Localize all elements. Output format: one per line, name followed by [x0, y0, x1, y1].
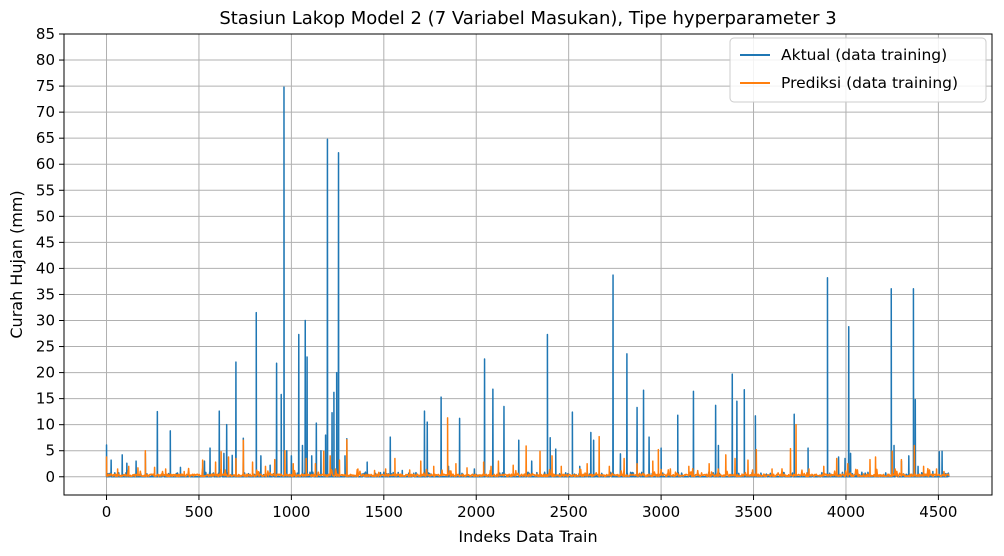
plot-frame [63, 33, 993, 496]
series-layer [105, 86, 950, 478]
y-tick-label: 25 [36, 338, 55, 356]
y-tick-label: 70 [36, 103, 55, 121]
y-tick-label: 20 [36, 364, 55, 382]
x-tick-label: 4000 [827, 503, 865, 521]
y-tick-label: 60 [36, 155, 55, 173]
x-tick-label: 500 [185, 503, 214, 521]
ticks: 0 500 1000 1500 2000 2500 3000 3500 4000 4500 0 5 10… [36, 25, 958, 521]
chart-title: Stasiun Lakop Model 2 (7 Variabel Masuka… [219, 8, 836, 29]
x-tick-label: 2000 [457, 503, 495, 521]
y-tick-label: 50 [36, 207, 55, 225]
y-tick-label: 35 [36, 285, 55, 303]
y-tick-label: 5 [45, 442, 55, 460]
x-tick-label: 1500 [365, 503, 403, 521]
series-line-aktual [105, 86, 950, 478]
y-tick-label: 65 [36, 129, 55, 147]
y-tick-label: 45 [36, 233, 55, 251]
y-tick-label: 85 [36, 25, 55, 43]
legend: Aktual (data training) Prediksi (data tr… [729, 37, 987, 103]
y-tick-label: 15 [36, 390, 55, 408]
legend-label-prediksi: Prediksi (data training) [781, 74, 958, 92]
y-tick-label: 10 [36, 416, 55, 434]
y-tick-label: 0 [45, 468, 55, 486]
x-tick-label: 4500 [919, 503, 957, 521]
x-tick-label: 3000 [642, 503, 680, 521]
y-tick-label: 55 [36, 181, 55, 199]
y-tick-label: 30 [36, 311, 55, 329]
legend-box [729, 37, 987, 103]
y-tick-label: 80 [36, 51, 55, 69]
series-line-prediksi [105, 417, 950, 478]
x-tick-label: 2500 [550, 503, 588, 521]
y-tick-label: 75 [36, 77, 55, 95]
legend-label-aktual: Aktual (data training) [781, 46, 947, 64]
x-tick-label: 0 [102, 503, 112, 521]
y-tick-label: 40 [36, 259, 55, 277]
x-tick-label: 3500 [734, 503, 772, 521]
y-axis-title: Curah Hujan (mm) [7, 190, 26, 338]
x-axis-title: Indeks Data Train [458, 527, 597, 546]
x-tick-label: 1000 [272, 503, 310, 521]
